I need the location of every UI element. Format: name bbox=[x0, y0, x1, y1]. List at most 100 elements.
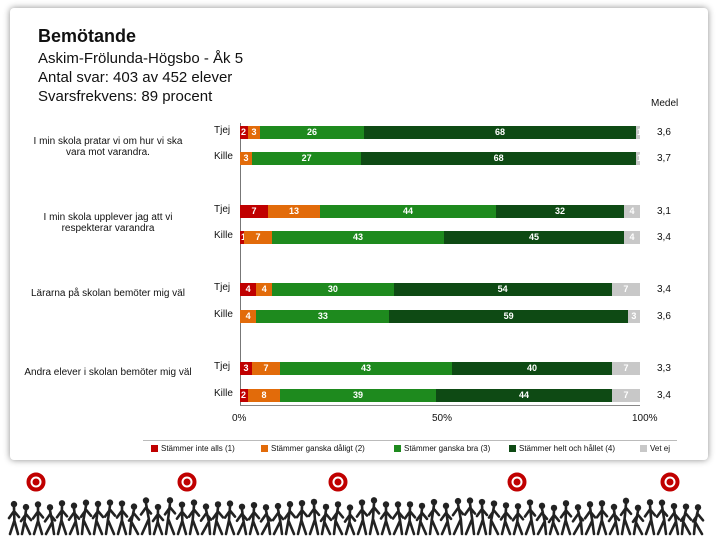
group-label: Kille bbox=[214, 388, 233, 399]
person-head bbox=[658, 499, 666, 506]
subtitle-response-rate: Svarsfrekvens: 89 procent bbox=[38, 88, 213, 105]
person-body bbox=[451, 502, 465, 536]
person-head bbox=[406, 501, 414, 508]
mean-value: 3,4 bbox=[657, 390, 671, 401]
bar-segment-4: 32 bbox=[496, 205, 624, 218]
person-head bbox=[190, 499, 198, 506]
person-body bbox=[427, 503, 441, 536]
person-head bbox=[286, 501, 294, 508]
person-head bbox=[154, 503, 162, 511]
page-title: Bemötande bbox=[38, 26, 137, 46]
person-head bbox=[250, 501, 258, 509]
bar-segment-5: 4 bbox=[624, 231, 640, 244]
group-label: Tjej bbox=[214, 204, 231, 215]
bar-segment-4: 59 bbox=[389, 310, 628, 323]
person-head bbox=[394, 501, 402, 508]
person-head bbox=[370, 497, 378, 504]
person-head bbox=[346, 504, 354, 511]
target-icon bbox=[334, 478, 342, 486]
bar-segment-2: 13 bbox=[268, 205, 320, 218]
bar-segment-2: 4 bbox=[256, 283, 273, 296]
group-label: Kille bbox=[214, 309, 233, 320]
person-body bbox=[211, 506, 225, 536]
x-tick-label: 0% bbox=[232, 413, 247, 424]
bar-segment-3: 43 bbox=[272, 231, 444, 244]
person-head bbox=[502, 502, 510, 509]
mean-value: 3,6 bbox=[657, 311, 671, 322]
person-body bbox=[547, 509, 561, 536]
person-head bbox=[58, 500, 66, 507]
bar-segment-3: 44 bbox=[320, 205, 496, 218]
legend-item: Stämmer helt och hållet (4) bbox=[509, 444, 615, 453]
person-body bbox=[187, 504, 201, 536]
question-label: I min skola upplever jag att vi respekte… bbox=[43, 212, 173, 234]
question-label: Lärarna på skolan bemöter mig väl bbox=[31, 288, 185, 299]
person-head bbox=[298, 499, 306, 507]
x-tick-label: 50% bbox=[432, 413, 453, 424]
stacked-bar: 0433593 bbox=[240, 310, 640, 323]
person-head bbox=[130, 503, 138, 510]
target-icon bbox=[183, 478, 191, 486]
group-label: Tjej bbox=[214, 361, 231, 372]
person-body bbox=[643, 504, 657, 536]
person-body bbox=[463, 502, 477, 536]
person-body bbox=[91, 505, 105, 536]
legend-swatch bbox=[509, 445, 516, 452]
person-head bbox=[622, 497, 630, 505]
legend-label: Stämmer helt och hållet (4) bbox=[519, 444, 616, 453]
bar-segment-5: 1 bbox=[635, 152, 642, 165]
stacked-bar: 2 8 39 44 7 bbox=[240, 389, 640, 402]
bar-segment-2: 8 bbox=[248, 389, 280, 402]
person-body bbox=[583, 506, 597, 536]
person-head bbox=[418, 502, 426, 510]
group-label: Kille bbox=[214, 151, 233, 162]
bar-segment-2: 3 bbox=[248, 126, 260, 139]
person-head bbox=[322, 503, 330, 511]
bar-segment-4: 68 bbox=[364, 126, 636, 139]
bar-segment-2: 3 bbox=[240, 152, 253, 165]
person-body bbox=[691, 509, 705, 536]
mean-value: 3,4 bbox=[657, 284, 671, 295]
person-body bbox=[343, 509, 357, 536]
person-head bbox=[598, 500, 606, 507]
person-body bbox=[331, 506, 345, 536]
target-icon bbox=[32, 478, 40, 486]
person-body bbox=[319, 508, 333, 536]
x-axis-line bbox=[240, 405, 640, 406]
person-body bbox=[415, 507, 429, 536]
legend-label: Stämmer ganska dåligt (2) bbox=[271, 444, 365, 453]
person-head bbox=[490, 500, 498, 507]
person-head bbox=[166, 497, 174, 504]
mean-value: 3,7 bbox=[657, 153, 671, 164]
person-head bbox=[202, 503, 210, 510]
person-body bbox=[175, 506, 189, 536]
person-head bbox=[118, 500, 126, 507]
bar-segment-3: 26 bbox=[260, 126, 364, 139]
person-head bbox=[178, 501, 186, 508]
person-body bbox=[247, 506, 261, 536]
person-body bbox=[439, 507, 453, 536]
person-head bbox=[634, 504, 642, 512]
person-body bbox=[511, 507, 525, 536]
person-head bbox=[550, 504, 558, 512]
mean-value: 3,4 bbox=[657, 232, 671, 243]
person-head bbox=[478, 498, 486, 506]
question-label: I min skola pratar vi om hur vi ska vara… bbox=[33, 136, 183, 158]
person-body bbox=[607, 508, 621, 536]
person-body bbox=[283, 505, 297, 536]
group-label: Tjej bbox=[214, 125, 231, 136]
person-head bbox=[82, 499, 90, 506]
person-body bbox=[679, 508, 693, 536]
bar-segment-1: 1 bbox=[240, 231, 246, 244]
stacked-bar: 2 3 26 68 1 bbox=[240, 126, 642, 139]
crowd-silhouette-decoration bbox=[7, 472, 705, 536]
target-icon bbox=[666, 478, 674, 486]
person-body bbox=[235, 508, 249, 536]
chart-axis bbox=[240, 123, 241, 406]
person-body bbox=[139, 502, 153, 536]
person-head bbox=[694, 504, 702, 511]
person-head bbox=[262, 504, 270, 511]
person-body bbox=[655, 504, 669, 536]
legend-item: Stämmer inte alls (1) bbox=[151, 444, 235, 453]
stacked-bar: 4 4 30 54 7 bbox=[240, 283, 640, 296]
